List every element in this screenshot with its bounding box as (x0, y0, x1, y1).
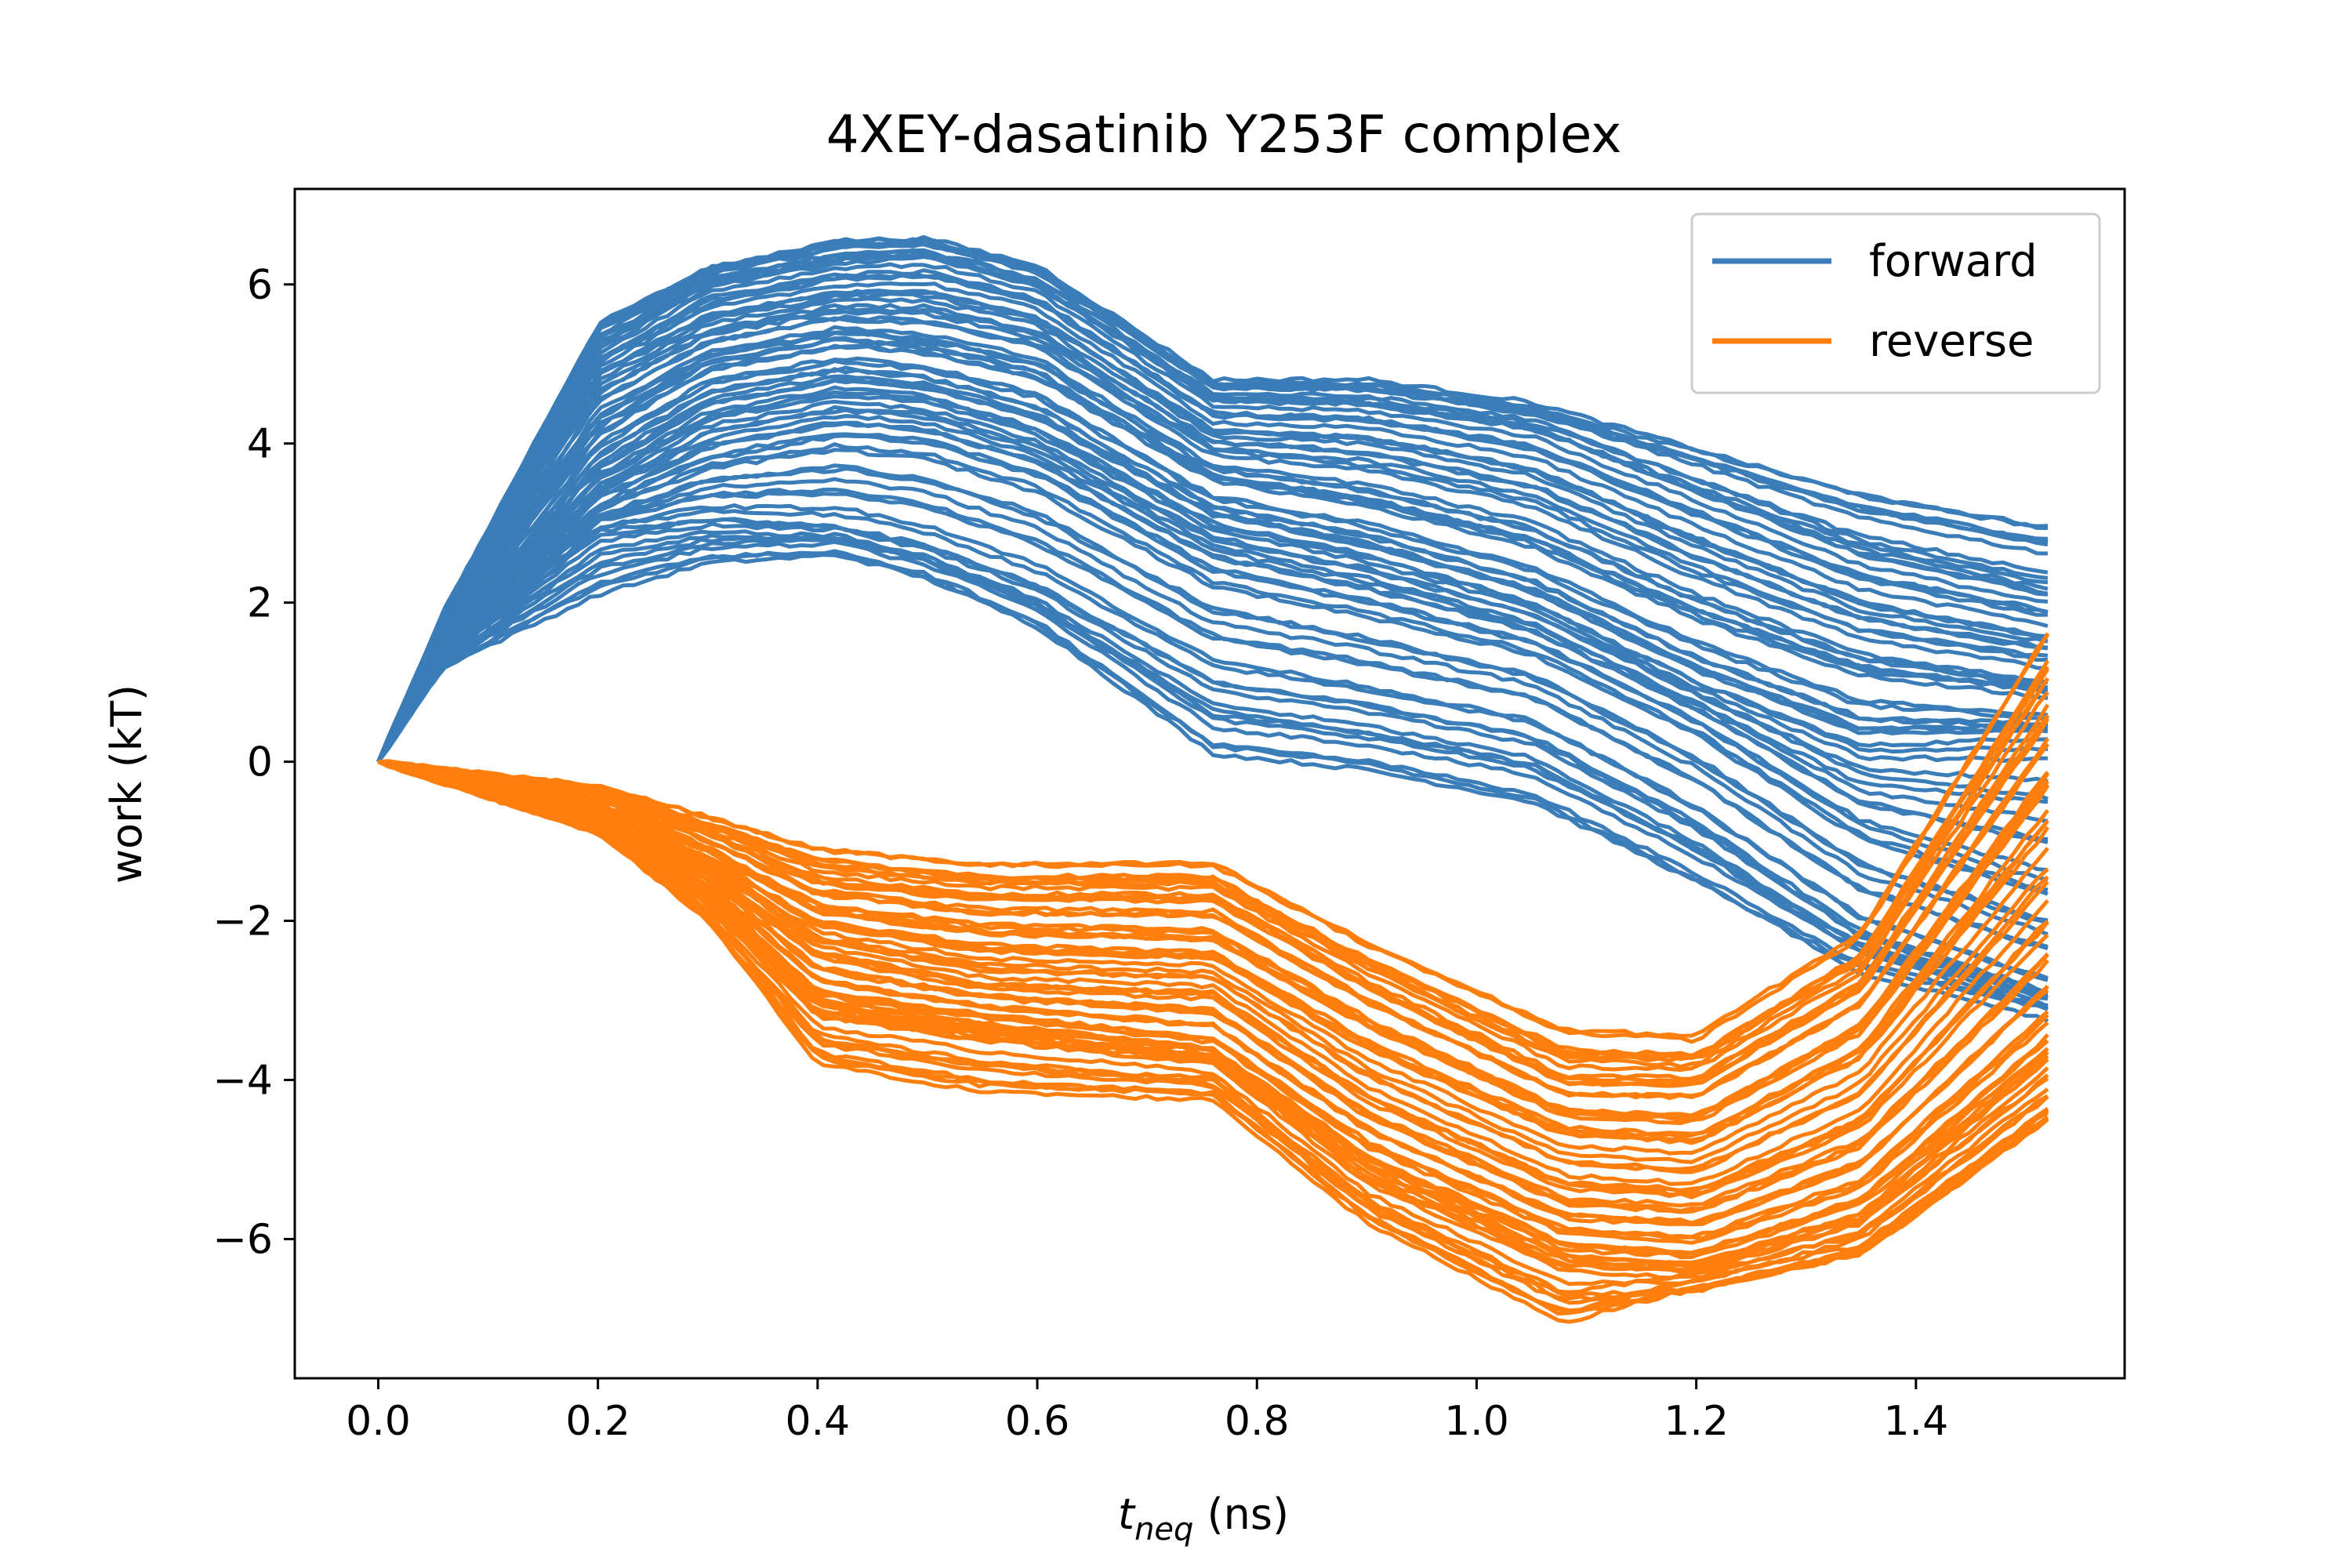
x-tick-label: 0.4 (786, 1398, 851, 1445)
x-tick-label: 0.0 (346, 1398, 411, 1445)
reverse-trajectory-line (378, 633, 2049, 1038)
y-tick-label: 2 (247, 580, 273, 627)
forward-trajectory-line (376, 337, 2048, 763)
y-tick-label: −6 (212, 1216, 273, 1263)
forward-trajectory-line (376, 390, 2048, 763)
forward-trajectory-line (376, 343, 2048, 763)
reverse-trajectory-line (377, 760, 2049, 1122)
reverse-trajectory-line (377, 760, 2049, 1208)
plot-area (376, 234, 2050, 1324)
x-axis-ticks: 0.0 0.2 0.4 0.6 0.8 1.0 1.2 1.4 (346, 1378, 1948, 1445)
legend-label-forward: forward (1869, 236, 2038, 287)
x-tick-label: 0.8 (1225, 1398, 1290, 1445)
forward-trajectory-line (376, 262, 2049, 763)
reverse-trajectory-line (378, 760, 2049, 1156)
x-tick-label: 1.0 (1444, 1398, 1509, 1445)
forward-trajectory-line (376, 367, 2048, 763)
x-tick-label: 0.2 (565, 1398, 630, 1445)
x-tick-label: 0.6 (1005, 1398, 1070, 1445)
x-tick-label: 1.4 (1883, 1398, 1948, 1445)
forward-trajectory-line (376, 533, 2049, 1011)
forward-trajectory-line (376, 517, 2049, 995)
forward-trajectory-line (376, 549, 2049, 1007)
forward-trajectory-line (376, 521, 2049, 996)
reverse-trajectory-line (378, 677, 2049, 1063)
forward-trajectory-line (376, 405, 2049, 801)
y-axis-label: work (kT) (102, 684, 151, 884)
reverse-trajectories (377, 632, 2050, 1324)
forward-trajectory-line (376, 240, 2049, 763)
y-tick-label: −4 (212, 1057, 273, 1104)
forward-trajectory-line (376, 491, 2049, 951)
forward-trajectory-line (376, 508, 2049, 982)
x-axis-label-subscript: neq (1134, 1512, 1193, 1548)
reverse-trajectory-line (377, 760, 2049, 1313)
forward-trajectory-line (376, 255, 2049, 763)
forward-trajectories (376, 234, 2049, 1023)
axes-frame (293, 187, 2126, 1380)
reverse-trajectory-line (377, 760, 2049, 1260)
reverse-trajectory-line (378, 717, 2050, 1087)
forward-trajectory-line (376, 292, 2048, 763)
x-axis-label: tneq (ns) (1118, 1490, 1289, 1548)
reverse-trajectory-line (377, 760, 2049, 1240)
forward-trajectory-line (376, 432, 2049, 873)
forward-trajectory-line (376, 379, 2049, 763)
reverse-trajectory-line (377, 760, 2049, 1294)
forward-trajectory-line (376, 421, 2049, 844)
forward-trajectory-line (376, 466, 2049, 925)
reverse-trajectory-line (378, 742, 2049, 1099)
legend-label-reverse: reverse (1869, 316, 2034, 367)
y-axis-ticks: −6 −4 −2 0 2 4 6 (212, 262, 295, 1263)
forward-trajectory-line (376, 399, 2049, 784)
reverse-trajectory-line (377, 691, 2049, 1073)
y-tick-label: 0 (247, 739, 273, 786)
forward-trajectory-line (376, 448, 2049, 896)
x-tick-label: 1.2 (1664, 1398, 1729, 1445)
forward-trajectory-line (376, 242, 2048, 763)
reverse-trajectory-line (377, 760, 2049, 1171)
forward-trajectory-line (376, 394, 2048, 764)
y-tick-label: −2 (212, 898, 273, 946)
forward-trajectory-line (376, 248, 2049, 763)
forward-trajectory-line (376, 414, 2049, 823)
y-tick-label: 4 (247, 421, 273, 468)
forward-trajectory-line (376, 537, 2048, 993)
reverse-trajectory-line (377, 760, 2049, 1272)
x-axis-label-unit: (ns) (1193, 1490, 1289, 1539)
forward-trajectory-line (376, 477, 2049, 937)
x-axis-label-t: t (1118, 1490, 1136, 1539)
legend: forward reverse (1690, 212, 2101, 394)
forward-trajectory-line (376, 314, 2049, 763)
chart-title: 4XEY-dasatinib Y253F complex (826, 104, 1622, 165)
forward-trajectory-line (376, 539, 2049, 1000)
y-tick-label: 6 (247, 262, 273, 309)
forward-trajectory-line (376, 296, 2049, 763)
forward-trajectory-line (376, 281, 2049, 763)
forward-trajectory-line (376, 359, 2049, 763)
forward-trajectory-line (376, 305, 2049, 763)
